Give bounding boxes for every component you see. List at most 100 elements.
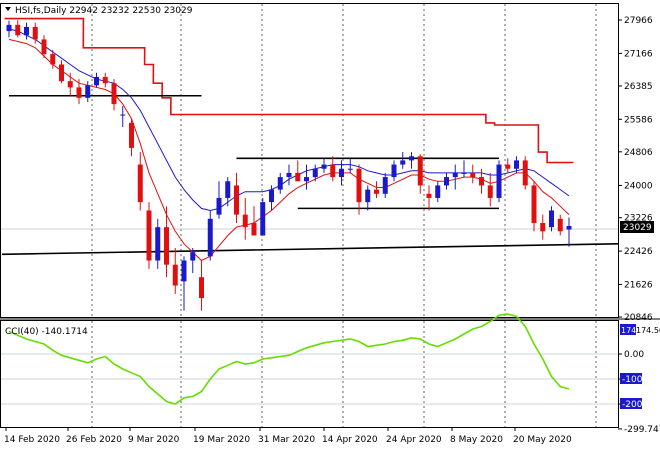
candle-body [435, 185, 441, 198]
time-tick-label: 19 Mar 2020 [193, 435, 250, 445]
candle-body [479, 177, 484, 186]
candle-body [540, 222, 546, 232]
candle-body [566, 225, 572, 230]
candle-body [400, 160, 406, 165]
candle-body [312, 168, 318, 178]
cci-tick-label: -200 [622, 400, 643, 410]
candle-body [461, 172, 467, 174]
candle-body [164, 227, 169, 265]
candle-body [234, 185, 239, 215]
price-panel-frame [0, 3, 619, 318]
candle-body [269, 189, 274, 203]
candle-body [172, 264, 178, 286]
candle-body [190, 252, 196, 261]
current-price-badge [620, 221, 654, 233]
candle-body [514, 160, 519, 169]
price-tick-label: 21626 [624, 280, 653, 290]
time-tick-label: 24 Apr 2020 [386, 435, 442, 445]
candle-body [111, 83, 117, 105]
candle-body [391, 164, 397, 178]
candle-body [120, 114, 126, 116]
current-price-value: 23029 [623, 223, 652, 233]
candle-body [452, 172, 458, 178]
candle-body [409, 156, 414, 161]
candle-body [225, 181, 231, 198]
candle-body [76, 87, 82, 98]
price-tick-label: 25586 [624, 115, 653, 125]
candle-body [207, 218, 213, 257]
fast-ma-line [8, 38, 570, 262]
cci-line [8, 313, 570, 405]
candle-body [557, 218, 563, 232]
candle-body [365, 189, 371, 203]
candle-body [137, 164, 143, 203]
cci-tick-label: 0.00 [624, 350, 644, 360]
candle-body [522, 160, 528, 186]
candle-body [321, 164, 327, 169]
candle-body [470, 172, 476, 178]
candle-body [129, 122, 134, 148]
dropdown-triangle-icon[interactable] [5, 7, 11, 11]
price-tick-label: 22426 [624, 247, 653, 257]
candle-body [242, 214, 248, 228]
price-tick-label: 24806 [624, 148, 653, 158]
candle-body [426, 193, 432, 198]
candle-body [41, 39, 47, 55]
cci-level-badge [620, 398, 642, 409]
candle-body [85, 85, 91, 98]
moving-averages [8, 28, 570, 262]
candle-body [487, 185, 493, 198]
candle-body [50, 54, 56, 65]
cci-current-badge-value: 174 [621, 326, 636, 335]
candle-body [24, 26, 29, 36]
time-tick-label: 9 Mar 2020 [128, 435, 180, 445]
candle-body [199, 277, 204, 299]
candle-body [295, 172, 301, 182]
cci-tick-label: -299.747 [624, 425, 660, 435]
candle-body [94, 76, 99, 86]
candle-body [146, 210, 152, 261]
time-tick-label: 14 Apr 2020 [322, 435, 378, 445]
candle-body [347, 168, 353, 170]
time-tick-label: 20 May 2020 [513, 435, 572, 445]
candle-body [6, 24, 12, 32]
candle-body [59, 64, 64, 82]
candle-body [531, 185, 537, 223]
level-line [1, 243, 619, 256]
time-tick-label: 8 May 2020 [450, 435, 503, 445]
price-tick-label: 26385 [624, 82, 653, 92]
cci-current-badge [620, 324, 636, 335]
candle-body [549, 210, 554, 228]
cci-tick-label: -100 [622, 375, 643, 385]
candle-body [32, 26, 38, 40]
price-tick-label: 27166 [624, 49, 653, 59]
cci-panel-frame [0, 320, 619, 428]
candle-body [496, 164, 502, 198]
candle-body [277, 177, 283, 190]
cci-top-value: 174.5627 [636, 326, 660, 335]
candle-body [260, 202, 266, 236]
candle-body [251, 222, 257, 236]
candle-body [286, 172, 292, 178]
candle-body [155, 227, 161, 261]
candle-body [102, 76, 108, 84]
candle-body [304, 177, 309, 182]
support-resistance-lines [1, 94, 619, 256]
time-tick-label: 26 Feb 2020 [66, 435, 122, 445]
time-axis: 14 Feb 2020 26 Feb 2020 9 Mar 2020 19 Mar 2… [4, 427, 572, 445]
candle-body [505, 164, 511, 169]
cci-panel [8, 313, 570, 405]
cci-info: CCI(40) -140.1714 [5, 327, 88, 337]
envelope-step-line [4, 17, 574, 164]
candle-body [356, 168, 362, 203]
candle-body [382, 177, 388, 194]
candle-body [15, 24, 21, 36]
price-axis: 27966 27166 26385 25586 24806 24000 23226 22426… [618, 16, 653, 323]
price-tick-label: 27966 [624, 16, 653, 26]
candle-body [181, 260, 187, 282]
symbol-info: HSI,fs,Daily 22942 23232 22530 23029 [15, 6, 193, 16]
candle-body [339, 168, 344, 178]
cci-level-badge [620, 373, 642, 384]
candle-body [444, 177, 449, 186]
